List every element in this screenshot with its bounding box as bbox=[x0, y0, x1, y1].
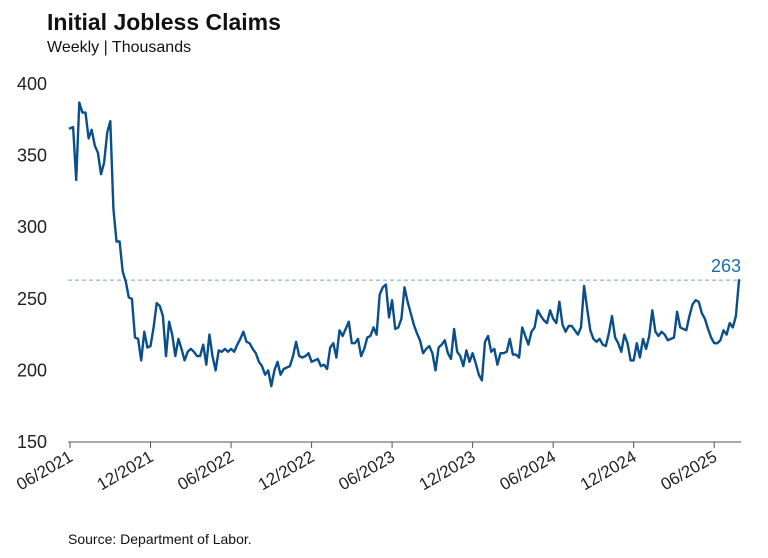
y-tick-label: 400 bbox=[17, 74, 47, 94]
reference-line-label: 263 bbox=[711, 256, 741, 276]
x-tick-label: 06/2021 bbox=[13, 447, 76, 494]
x-tick-label: 06/2025 bbox=[658, 447, 721, 494]
x-tick-label: 12/2022 bbox=[255, 447, 318, 494]
x-tick-label: 06/2023 bbox=[335, 447, 398, 494]
series-line-initial-claims bbox=[68, 101, 741, 388]
x-tick-label: 12/2023 bbox=[416, 447, 479, 494]
y-tick-label: 200 bbox=[17, 360, 47, 380]
source-note: Source: Department of Labor. bbox=[68, 531, 252, 547]
chart-subtitle: Weekly | Thousands bbox=[47, 39, 192, 56]
y-tick-label: 350 bbox=[17, 146, 47, 166]
y-tick-label: 150 bbox=[17, 432, 47, 452]
x-tick-label: 12/2024 bbox=[577, 447, 640, 494]
x-tick-label: 12/2021 bbox=[94, 447, 157, 494]
x-tick-label: 06/2022 bbox=[174, 447, 237, 494]
x-tick-label: 06/2024 bbox=[496, 447, 559, 494]
y-tick-label: 300 bbox=[17, 217, 47, 237]
y-axis: 150 200 250 300 350 400 bbox=[17, 74, 47, 452]
chart-title: Initial Jobless Claims bbox=[47, 9, 281, 35]
y-tick-label: 250 bbox=[17, 289, 47, 309]
x-axis: 06/2021 12/2021 06/2022 12/2022 06/2023 12/20… bbox=[13, 441, 741, 494]
